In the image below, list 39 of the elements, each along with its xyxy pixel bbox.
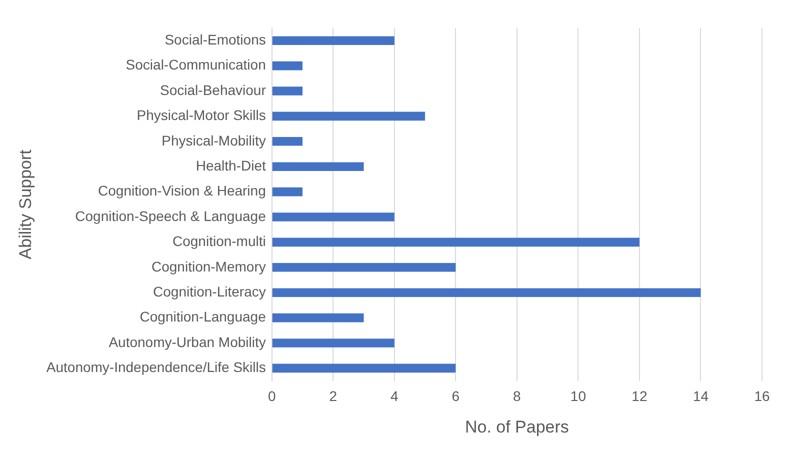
y-axis-title: Ability Support [16,149,35,260]
bar [272,86,302,96]
y-tick-label: Physical-Motor Skills [136,107,266,124]
y-tick-label: Social-Emotions [164,31,266,48]
bar [272,288,701,298]
y-tick-label: Social-Communication [126,56,266,73]
x-axis-title: No. of Papers [464,417,569,436]
y-tick-label: Autonomy-Urban Mobility [108,334,266,350]
bar [272,61,302,70]
x-tick-label: 14 [692,388,709,404]
bar [272,338,394,348]
y-tick-label: Physical-Mobility [162,132,266,148]
x-tick-label: 6 [452,388,460,404]
y-tick-label: Health-Diet [196,157,266,174]
x-tick-label: 4 [390,388,398,404]
bar [272,313,364,322]
bar [272,112,426,121]
y-tick-label: Cognition-Speech & Language [75,208,266,224]
bar [272,212,394,222]
y-tick-label: Cognition-Literacy [153,283,266,300]
x-tick-label: 16 [754,388,770,404]
x-tick-label: 2 [329,388,338,404]
bar [272,238,640,247]
y-tick-label: Cognition-Memory [151,258,266,274]
bar [272,262,456,272]
y-tick-label: Cognition-multi [172,233,266,250]
y-tick-label: Social-Behaviour [160,82,266,98]
y-tick-label: Autonomy-Independence/Life Skills [46,359,266,376]
y-tick-label: Cognition-Language [140,308,266,325]
y-tick-label: Cognition-Vision & Hearing [98,182,266,199]
x-tick-label: 8 [513,388,522,404]
x-tick-label: 12 [632,388,648,404]
bar [272,364,456,373]
x-tick-label: 0 [268,388,276,404]
bar [272,136,302,146]
bar [272,187,302,196]
bar [272,162,364,172]
x-tick-label: 10 [570,388,586,404]
bar [272,36,394,46]
